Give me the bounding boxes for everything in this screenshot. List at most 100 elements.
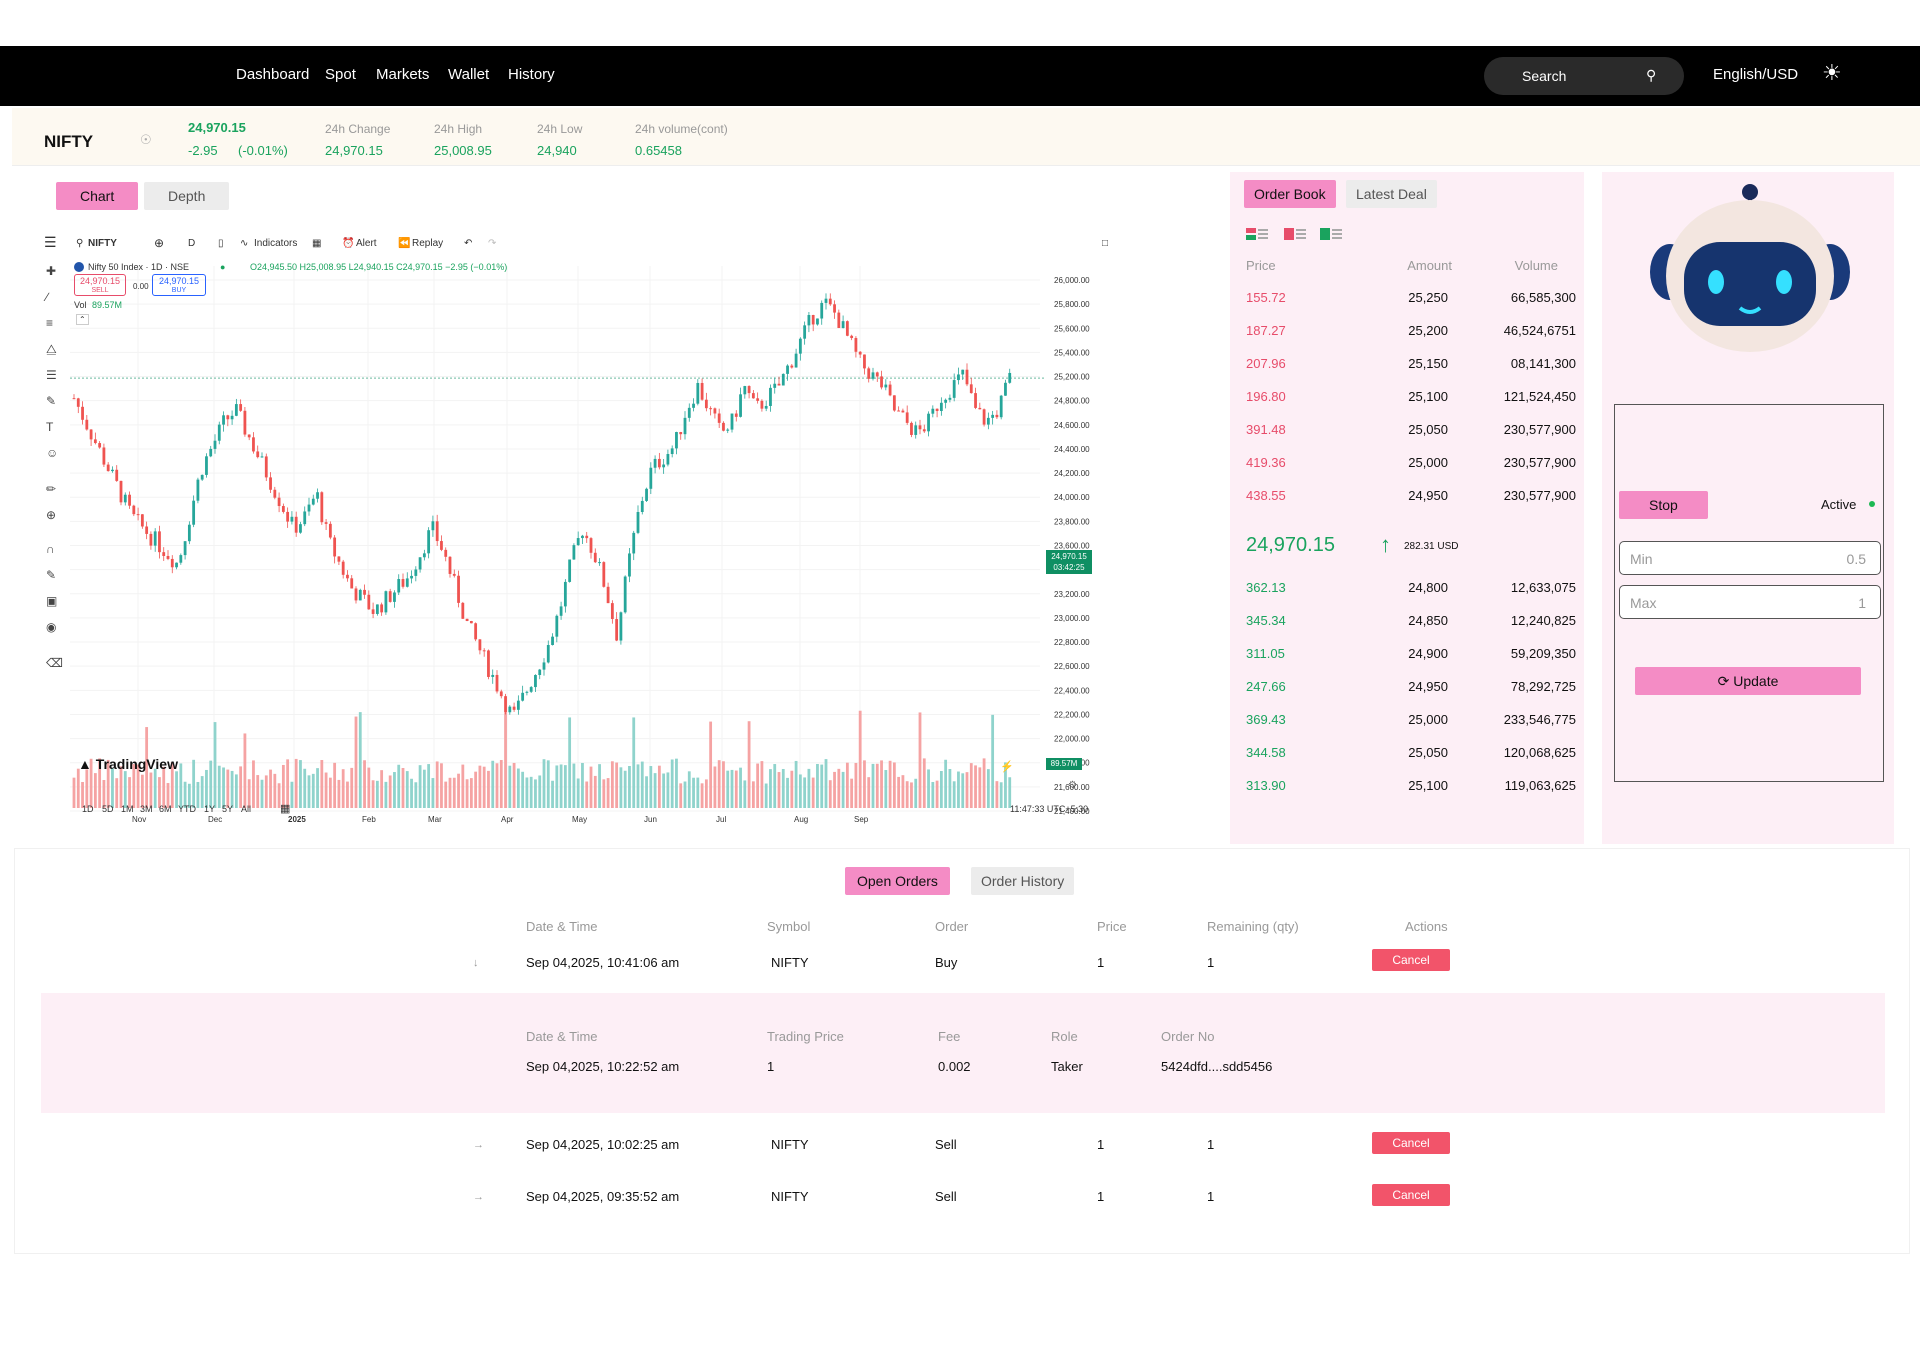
legend-ohlc: O24,945.50 H25,008.95 L24,940.15 C24,970… [250, 262, 508, 272]
range-all[interactable]: All [241, 804, 252, 814]
tv-symbol[interactable]: NIFTY [88, 238, 117, 249]
expand-row-icon[interactable]: → [473, 1191, 484, 1203]
bid-row[interactable]: 362.13 24,800 12,633,075 [1246, 580, 1576, 600]
redo-icon[interactable]: ↷ [488, 238, 497, 249]
bid-row[interactable]: 247.66 24,950 78,292,725 [1246, 679, 1576, 699]
range-6m[interactable]: 6M [159, 804, 172, 814]
crosshair-icon[interactable]: ✚ [46, 264, 57, 278]
range-5y[interactable]: 5Y [222, 804, 234, 814]
settings-icon[interactable]: ⚙ [1068, 780, 1077, 791]
nav-wallet[interactable]: Wallet [448, 66, 490, 83]
replay-icon[interactable]: ⏪ [398, 238, 411, 249]
compare-icon[interactable]: ⊕ [154, 236, 165, 250]
alert-icon[interactable]: ⏰ [342, 238, 355, 249]
symbol-search-icon[interactable]: ⚲ [76, 238, 84, 249]
candle-body [239, 404, 243, 411]
lock-icon[interactable]: ▣ [46, 594, 58, 608]
ask-row[interactable]: 196.80 25,100 121,524,450 [1246, 389, 1576, 409]
tab-depth[interactable]: Depth [144, 182, 230, 210]
favorite-icon[interactable]: ☉ [140, 132, 152, 147]
eye-icon[interactable]: ◉ [46, 620, 57, 634]
fullscreen-icon[interactable]: □ [1102, 238, 1109, 249]
min-input[interactable]: Min 0.5 [1619, 541, 1881, 575]
brush-icon[interactable]: ✎ [46, 394, 57, 408]
language-selector[interactable]: English/USD [1713, 66, 1799, 83]
magnet-icon[interactable]: ∩ [46, 542, 55, 556]
trendline-icon[interactable]: ∕ [46, 290, 49, 304]
view-both-icon[interactable] [1246, 228, 1268, 240]
nav-history[interactable]: History [508, 66, 555, 83]
ask-row[interactable]: 419.36 25,000 230,577,900 [1246, 455, 1576, 475]
view-bids-icon[interactable] [1320, 228, 1342, 240]
range-3m[interactable]: 3M [140, 804, 153, 814]
volume-bar [538, 775, 542, 808]
zoom-icon[interactable]: ⊕ [46, 508, 57, 522]
nav-markets[interactable]: Markets [376, 66, 430, 83]
candle-type-icon[interactable]: ▯ [218, 238, 224, 249]
bid-row[interactable]: 311.05 24,900 59,209,350 [1246, 646, 1576, 666]
ask-row[interactable]: 391.48 25,050 230,577,900 [1246, 422, 1576, 442]
range-ytd[interactable]: YTD [178, 804, 196, 814]
row1-cancel-button[interactable]: Cancel [1372, 1132, 1450, 1154]
interval-selector[interactable]: D [188, 238, 196, 249]
tab-order-history[interactable]: Order History [971, 867, 1075, 895]
view-asks-icon[interactable] [1284, 228, 1306, 240]
tab-chart[interactable]: Chart [56, 182, 139, 210]
stop-button[interactable]: Stop [1619, 491, 1708, 519]
bid-row[interactable]: 369.43 25,000 233,546,775 [1246, 712, 1576, 732]
search-box[interactable]: Search ⚲ [1484, 57, 1684, 95]
update-button[interactable]: ⟳ Update [1635, 667, 1861, 695]
menu-icon[interactable]: ☰ [44, 234, 57, 250]
lock-drawings-icon[interactable]: ✎ [46, 568, 57, 582]
row0-cancel-button[interactable]: Cancel [1372, 949, 1450, 971]
search-icon[interactable]: ⚲ [1646, 67, 1657, 83]
indicators-button[interactable]: Indicators [254, 238, 298, 249]
nav-spot[interactable]: Spot [325, 66, 356, 83]
sell-button[interactable]: 24,970.15 SELL [74, 274, 126, 296]
bid-row[interactable]: 313.90 25,100 119,063,625 [1246, 778, 1576, 798]
tab-open-orders[interactable]: Open Orders [845, 867, 950, 895]
tab-latest-deal[interactable]: Latest Deal [1346, 180, 1437, 208]
range-1m[interactable]: 1M [121, 804, 134, 814]
header-volume: Volume [1514, 258, 1558, 273]
ask-row[interactable]: 187.27 25,200 46,524,6751 [1246, 323, 1576, 343]
undo-icon[interactable]: ↶ [464, 238, 473, 249]
candle-body [559, 606, 563, 616]
calendar-icon[interactable]: ▦ [280, 803, 291, 815]
max-input[interactable]: Max 1 [1619, 585, 1881, 619]
range-5d[interactable]: 5D [102, 804, 114, 814]
indicators-icon[interactable]: ∿ [240, 238, 249, 249]
lightning-icon[interactable]: ⚡ [1000, 761, 1014, 773]
collapse-legend-icon[interactable]: ⌃ [76, 314, 89, 325]
tab-order-book[interactable]: Order Book [1244, 180, 1336, 208]
projection-icon[interactable]: ☰ [46, 368, 57, 382]
text-icon[interactable]: T [46, 420, 54, 434]
bid-row[interactable]: 345.34 24,850 12,240,825 [1246, 613, 1576, 633]
ask-row[interactable]: 207.96 25,150 08,141,300 [1246, 356, 1576, 376]
candle-body [764, 405, 768, 409]
ask-price: 419.36 [1246, 455, 1286, 470]
volume-bar [380, 770, 384, 808]
pattern-icon[interactable]: ⧋ [46, 342, 57, 356]
emoji-icon[interactable]: ☺ [46, 446, 59, 460]
row2-cancel-button[interactable]: Cancel [1372, 1184, 1450, 1206]
theme-toggle-icon[interactable]: ☀ [1822, 60, 1842, 85]
price-chart[interactable]: 26,000.00 25,800.00 25,600.00 25,400.00 25,2… [70, 256, 1112, 826]
buy-button[interactable]: 24,970.15 BUY [152, 274, 206, 296]
bid-row[interactable]: 344.58 25,050 120,068,625 [1246, 745, 1576, 765]
collapse-row-icon[interactable]: ↓ [473, 957, 479, 969]
replay-button[interactable]: Replay [412, 238, 444, 249]
ruler-icon[interactable]: ✏ [46, 482, 57, 496]
ask-row[interactable]: 155.72 25,250 66,585,300 [1246, 290, 1576, 310]
range-1y[interactable]: 1Y [204, 804, 216, 814]
ask-row[interactable]: 438.55 24,950 230,577,900 [1246, 488, 1576, 508]
candle-body [393, 592, 396, 602]
volume-bar [487, 770, 490, 808]
trash-icon[interactable]: ⌫ [46, 656, 63, 670]
alert-button[interactable]: Alert [356, 238, 377, 249]
range-1d[interactable]: 1D [82, 804, 94, 814]
layout-icon[interactable]: ▦ [312, 238, 322, 249]
expand-row-icon[interactable]: → [473, 1139, 484, 1151]
nav-dashboard[interactable]: Dashboard [236, 66, 310, 83]
fib-icon[interactable]: ≡ [46, 316, 54, 330]
